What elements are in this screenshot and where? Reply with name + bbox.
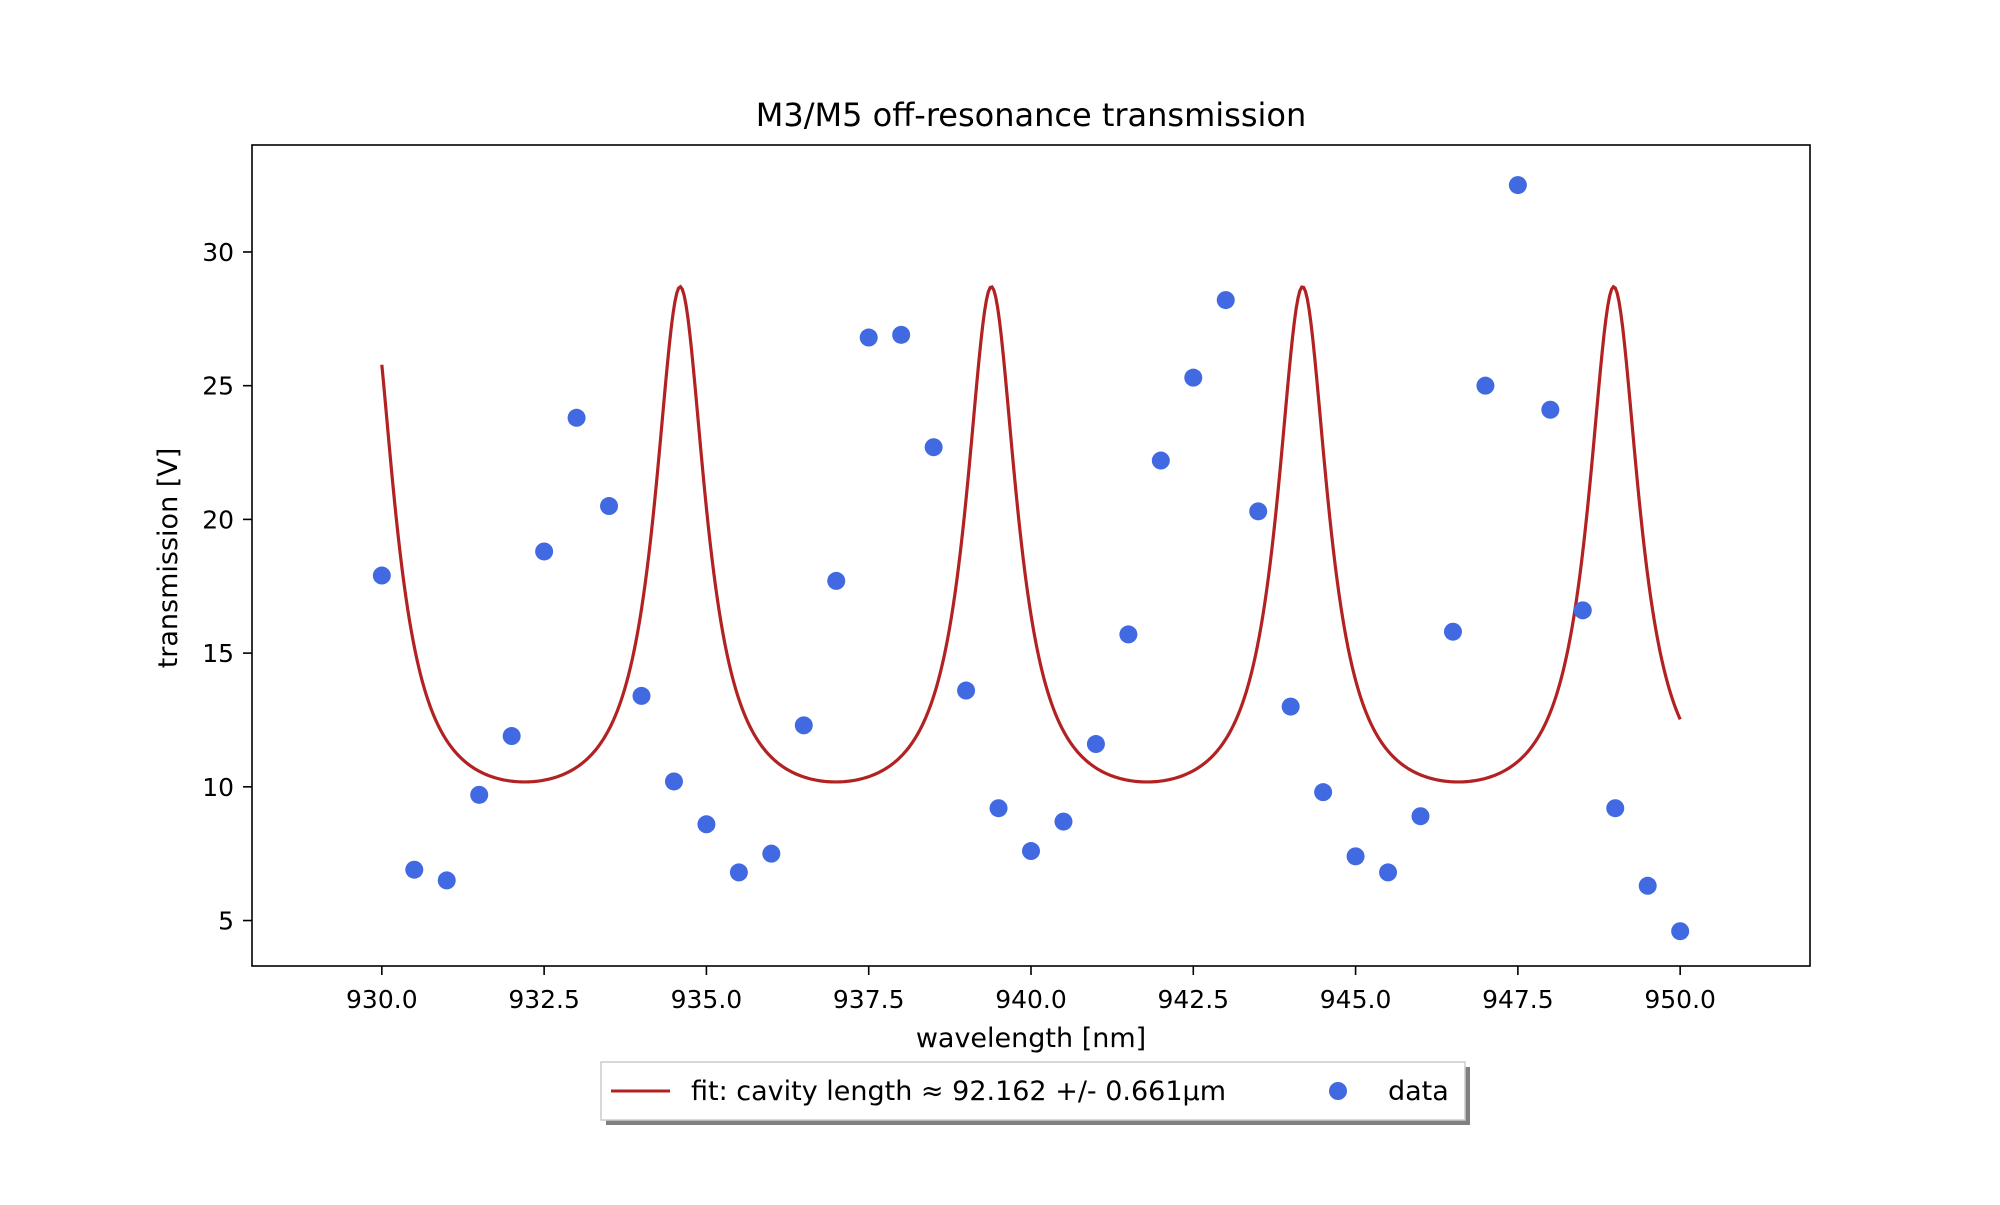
y-tick-label: 10 bbox=[202, 773, 234, 802]
data-point bbox=[1314, 783, 1333, 802]
x-tick-label: 937.5 bbox=[833, 985, 905, 1014]
data-point bbox=[1573, 601, 1592, 620]
legend-data-label: data bbox=[1388, 1076, 1449, 1107]
data-point bbox=[600, 497, 619, 516]
data-point bbox=[1249, 502, 1268, 521]
y-tick-label: 20 bbox=[202, 505, 234, 534]
legend-fit-label: fit: cavity length ≈ 92.162 +/- 0.661µm bbox=[691, 1076, 1226, 1107]
data-point bbox=[664, 772, 683, 791]
data-point bbox=[794, 716, 813, 735]
x-axis-label: wavelength [nm] bbox=[916, 1023, 1146, 1054]
data-point bbox=[827, 571, 846, 590]
data-point bbox=[924, 438, 943, 457]
data-point bbox=[567, 408, 586, 427]
data-point bbox=[1671, 922, 1690, 941]
data-point bbox=[535, 542, 554, 561]
y-tick-label: 5 bbox=[218, 907, 234, 936]
chart-title: M3/M5 off-resonance transmission bbox=[756, 96, 1307, 134]
data-point bbox=[470, 785, 489, 804]
data-point bbox=[1346, 847, 1365, 866]
data-point bbox=[1086, 735, 1105, 754]
data-point bbox=[632, 686, 651, 705]
data-point bbox=[405, 860, 424, 879]
data-point bbox=[1541, 400, 1560, 419]
data-point bbox=[1379, 863, 1398, 882]
data-point bbox=[1411, 807, 1430, 826]
data-point bbox=[1151, 451, 1170, 470]
data-point bbox=[1184, 368, 1203, 387]
y-tick-label: 30 bbox=[202, 238, 234, 267]
axes: 930.0 932.5 935.0 937.5 940.0 942.5 945.0 947.5… bbox=[202, 144, 1811, 1014]
x-tick-label: 950.0 bbox=[1644, 985, 1716, 1014]
y-tick-label: 25 bbox=[202, 372, 234, 401]
data-point bbox=[1281, 697, 1300, 716]
data-point bbox=[1508, 176, 1527, 195]
data-point bbox=[1022, 842, 1040, 861]
data-point bbox=[502, 727, 521, 746]
data-point bbox=[1443, 622, 1462, 641]
data-point bbox=[859, 328, 878, 347]
fit-curve bbox=[380, 284, 1682, 784]
x-tick-label: 942.5 bbox=[1158, 985, 1230, 1014]
x-tick-label: 940.0 bbox=[995, 985, 1067, 1014]
data-point bbox=[1606, 799, 1625, 818]
y-axis-label: transmission [V] bbox=[153, 448, 184, 669]
x-tick-label: 935.0 bbox=[671, 985, 743, 1014]
legend-data-marker bbox=[1329, 1082, 1347, 1100]
data-point bbox=[729, 863, 748, 882]
data-point bbox=[1119, 625, 1138, 644]
data-point bbox=[957, 681, 976, 700]
data-point bbox=[437, 871, 456, 890]
plot-area bbox=[372, 176, 1690, 941]
x-tick-label: 947.5 bbox=[1482, 985, 1554, 1014]
data-point bbox=[1054, 812, 1073, 831]
data-point bbox=[762, 844, 781, 863]
x-tick-label: 930.0 bbox=[346, 985, 418, 1014]
legend-box bbox=[600, 1061, 1466, 1121]
x-tick-label: 945.0 bbox=[1320, 985, 1392, 1014]
data-point bbox=[1476, 376, 1495, 395]
data-point bbox=[1638, 876, 1657, 895]
data-point bbox=[989, 799, 1008, 818]
legend: fit: cavity length ≈ 92.162 +/- 0.661µm … bbox=[600, 1061, 1470, 1125]
data-point bbox=[892, 325, 911, 344]
x-tick-label: 932.5 bbox=[508, 985, 580, 1014]
data-point bbox=[1216, 291, 1235, 310]
data-point bbox=[372, 566, 391, 585]
y-tick-label: 15 bbox=[202, 639, 234, 668]
data-point bbox=[697, 815, 716, 834]
